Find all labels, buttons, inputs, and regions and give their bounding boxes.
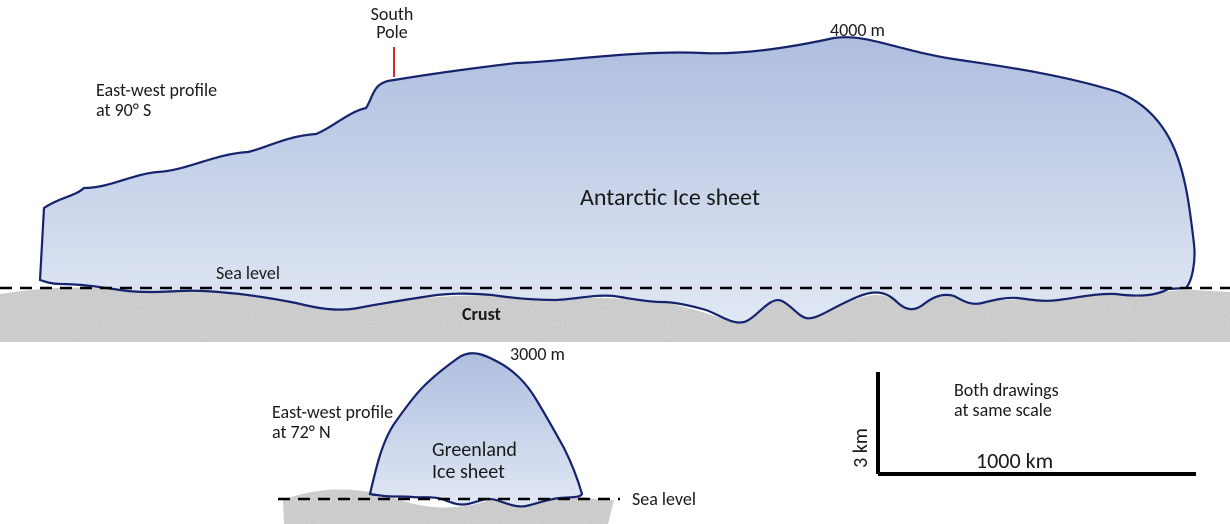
antarctic-sea-level-label: Sea level: [216, 262, 280, 284]
scale-note-label: Both drawingsat same scale: [954, 379, 1059, 421]
scale-vertical-label: 3 km: [849, 428, 873, 468]
south-pole-label: SouthPole: [371, 3, 414, 43]
greenland-sea-level-label: Sea level: [632, 488, 696, 510]
greenland-elevation-label: 3000 m: [510, 343, 565, 365]
crust-label: Crust: [462, 303, 501, 325]
greenland-name-label: GreenlandIce sheet: [432, 438, 517, 484]
antarctic-name-label: Antarctic Ice sheet: [580, 183, 760, 212]
scale-horizontal-label: 1000 km: [976, 447, 1053, 474]
antarctic-profile-label: East-west profileat 90° S: [96, 79, 217, 121]
antarctic-elevation-label: 4000 m: [830, 19, 885, 41]
greenland-profile-label: East-west profileat 72° N: [272, 401, 393, 443]
